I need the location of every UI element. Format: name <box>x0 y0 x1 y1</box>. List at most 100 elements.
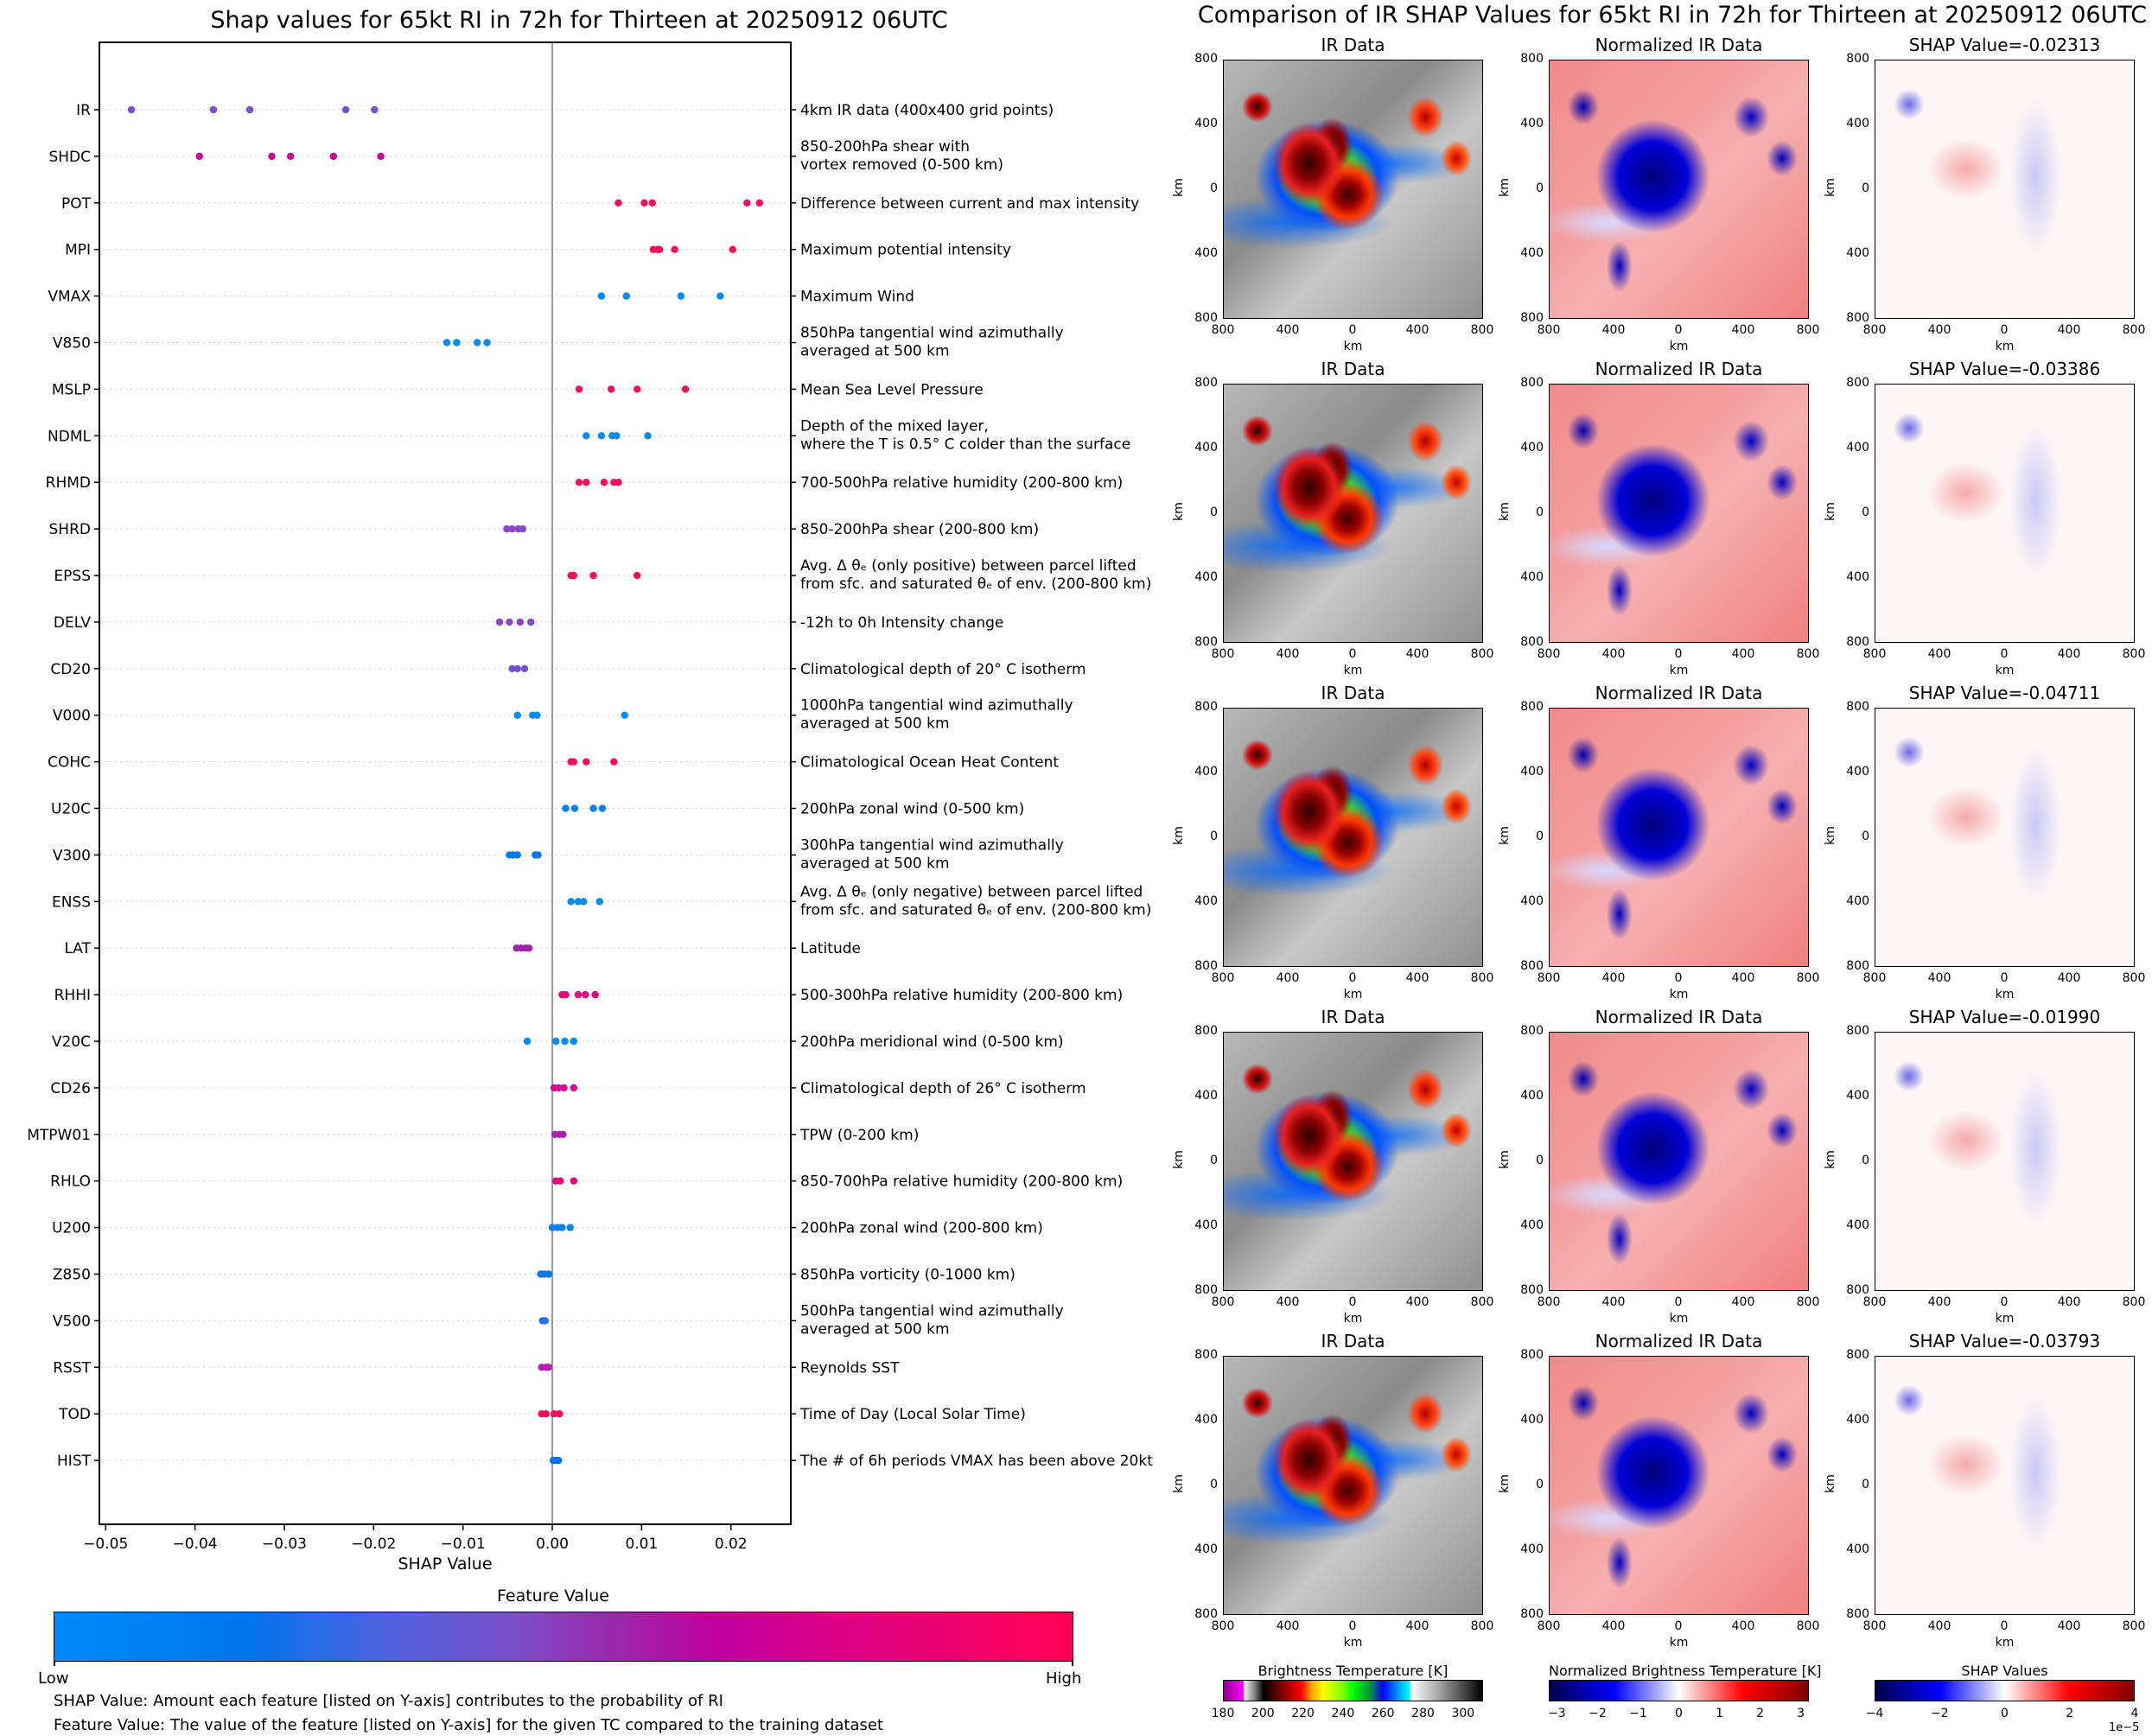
feature-label: SHDC <box>48 149 91 166</box>
x-tick-label: 400 <box>2057 1295 2081 1309</box>
x-axis-label: km <box>1343 988 1363 1002</box>
brightness-temp-colorbar-title: Brightness Temperature [K] <box>1257 1663 1448 1679</box>
feature-description: Mean Sea Level Pressure <box>800 381 984 398</box>
feature-description: Maximum Wind <box>800 289 914 306</box>
y-tick-label: 400 <box>1194 1542 1218 1556</box>
shap-dot-v850 <box>453 339 461 347</box>
feature-description: Avg. Δ θₑ (only negative) between parcel… <box>800 883 1143 900</box>
y-tick-label: 0 <box>1862 1478 1869 1491</box>
feature-label: Z850 <box>53 1267 91 1284</box>
colorbar-tick-high <box>1072 1661 1073 1666</box>
y-tick-label: 800 <box>1194 959 1218 973</box>
y-tick-label: 800 <box>1194 1024 1218 1038</box>
y-tick-label: 800 <box>1520 959 1544 973</box>
feature-description: Reynolds SST <box>800 1359 900 1377</box>
y-tick-label: 400 <box>1846 1413 1869 1427</box>
feature-description: Climatological depth of 26° C isotherm <box>800 1080 1086 1097</box>
y-tick-label: 0 <box>1862 830 1869 843</box>
x-axis-label: km <box>1995 988 2015 1002</box>
y-axis-label: km <box>1823 826 1837 845</box>
feature-description: 200hPa zonal wind (200-800 km) <box>800 1220 1043 1237</box>
x-tick-label: −0.05 <box>83 1536 128 1553</box>
y-tick-label: 400 <box>1846 441 1869 455</box>
shap-dot-cd26 <box>560 1084 568 1092</box>
panel-title: IR Data <box>1321 683 1385 703</box>
x-axis-label: km <box>1995 340 2015 353</box>
shap-dot-enss <box>595 898 604 906</box>
y-tick-label: 400 <box>1846 1218 1869 1232</box>
shap-dot-tod <box>542 1410 550 1418</box>
y-tick-label: 400 <box>1520 570 1544 584</box>
x-tick-label: 800 <box>1470 971 1494 985</box>
y-tick-label: 400 <box>1846 117 1869 130</box>
x-tick-label: 800 <box>1470 1295 1494 1309</box>
shap-value-note: SHAP Value: Amount each feature [listed … <box>54 1692 723 1710</box>
panel-title: SHAP Value=-0.02313 <box>1908 35 2101 55</box>
feature-label: RHLO <box>50 1173 91 1191</box>
shap-dot-cd26 <box>570 1084 578 1092</box>
feature-description: TPW (0-200 km) <box>799 1127 919 1144</box>
y-tick-label: 0 <box>1536 1154 1544 1167</box>
shap-dot-ir <box>341 105 350 114</box>
y-tick-label: 800 <box>1194 311 1218 325</box>
y-axis-label: km <box>1497 1150 1512 1169</box>
y-axis-label: km <box>1497 502 1512 521</box>
shap-dot-rhlo <box>557 1177 564 1185</box>
y-tick-label: 0 <box>1210 506 1218 519</box>
shap-dot-enss <box>574 898 583 906</box>
feature-description: Avg. Δ θₑ (only positive) between parcel… <box>800 557 1136 575</box>
y-tick-label: 400 <box>1520 1089 1544 1103</box>
feature-description: 200hPa meridional wind (0-500 km) <box>800 1033 1064 1051</box>
y-tick-label: 400 <box>1846 1089 1869 1103</box>
feature-description: 850-200hPa shear with <box>800 138 970 156</box>
x-tick-label: 400 <box>2057 1619 2081 1633</box>
x-tick-label: −0.01 <box>441 1536 486 1553</box>
x-tick-label: 800 <box>1796 647 1820 661</box>
x-tick-label: 400 <box>1731 1295 1755 1309</box>
shap-dot-mslp <box>608 385 615 393</box>
shap-dot-v000 <box>533 711 541 719</box>
x-tick-label: 0 <box>1674 323 1683 337</box>
feature-label: CD20 <box>50 661 91 678</box>
shap-dot-delv <box>506 618 513 626</box>
x-axis-label: km <box>1669 1636 1689 1650</box>
shap-dot-rhhi <box>574 990 583 999</box>
x-tick-label: 800 <box>1796 971 1820 985</box>
y-tick-label: 800 <box>1194 376 1218 390</box>
y-axis-label: km <box>1823 1474 1837 1493</box>
feature-label: NDML <box>48 428 91 445</box>
feature-value-colorbar-title: Feature Value <box>496 1587 609 1606</box>
x-tick-label: 800 <box>1470 647 1494 661</box>
x-tick-label: −0.02 <box>351 1536 396 1553</box>
y-tick-label: 0 <box>1536 1478 1544 1491</box>
y-tick-label: 400 <box>1194 117 1218 130</box>
x-tick-label: 400 <box>1276 1295 1300 1309</box>
shap-dot-tod <box>556 1410 563 1418</box>
y-tick-label: 400 <box>1194 1218 1218 1232</box>
shap-dot-delv <box>495 618 504 626</box>
shap-dot-tod <box>550 1410 558 1418</box>
shap-dot-rhhi <box>591 990 599 999</box>
colorbar-tick-label: 200 <box>1251 1707 1275 1720</box>
feature-description: averaged at 500 km <box>800 715 950 733</box>
shap-dot-shdc <box>377 152 385 161</box>
x-tick-label: 800 <box>1211 1295 1235 1309</box>
x-tick-label: 800 <box>1470 1619 1494 1633</box>
feature-label: EPSS <box>54 568 91 585</box>
feature-label: U200 <box>52 1220 91 1237</box>
shap-dot-vmax <box>597 292 606 300</box>
x-tick-label: 400 <box>1731 971 1755 985</box>
y-tick-label: 400 <box>1846 1542 1869 1556</box>
x-tick-label: 800 <box>1796 323 1820 337</box>
shap-dot-ndml <box>597 432 606 440</box>
feature-description: 300hPa tangential wind azimuthally <box>800 836 1064 854</box>
y-tick-label: 800 <box>1520 52 1544 66</box>
x-tick-label: 800 <box>1862 1295 1887 1309</box>
x-tick-label: 0 <box>2000 971 2009 985</box>
feature-description: Time of Day (Local Solar Time) <box>799 1406 1026 1423</box>
y-tick-label: 0 <box>1536 506 1544 519</box>
feature-value-note: Feature Value: The value of the feature … <box>54 1716 884 1734</box>
y-tick-label: 0 <box>1862 181 1869 195</box>
y-tick-label: 400 <box>1846 246 1869 260</box>
x-tick-label: 400 <box>1731 323 1755 337</box>
